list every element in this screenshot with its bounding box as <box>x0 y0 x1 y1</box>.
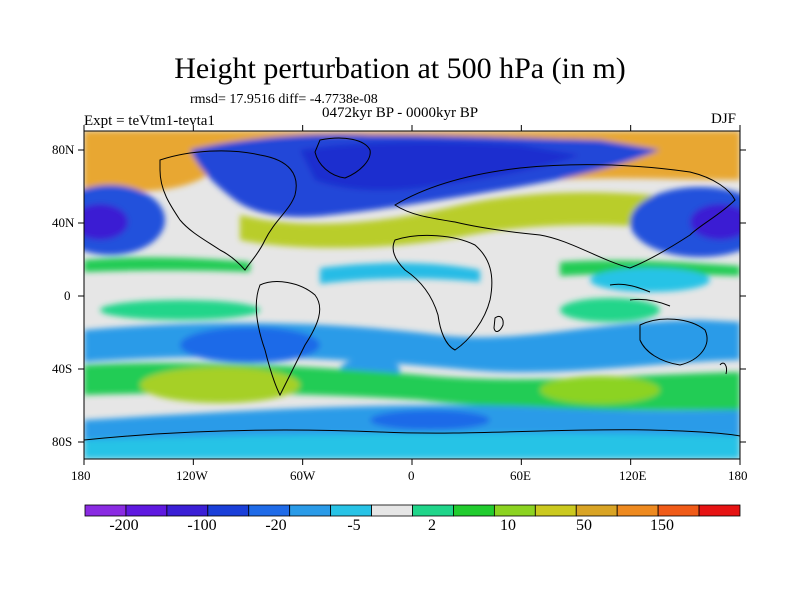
colorbar-swatch <box>125 504 168 517</box>
height-field <box>84 131 740 459</box>
coastlines <box>84 137 740 441</box>
colorbar-swatch <box>534 504 577 517</box>
colorbar-label: -200 <box>109 517 139 534</box>
colorbar <box>84 504 741 517</box>
lon-label-120w: 120W <box>176 468 208 483</box>
colorbar-label: -100 <box>187 517 217 534</box>
colorbar-swatch <box>575 504 618 517</box>
colorbar-label: 50 <box>576 517 592 534</box>
colorbar-swatch <box>412 504 454 517</box>
lat-label-80s: 80S <box>52 434 73 449</box>
lat-label-40s: 40S <box>52 361 73 376</box>
colorbar-label: 150 <box>650 517 674 534</box>
lat-label-0: 0 <box>64 288 71 303</box>
period-label: 0472kyr BP - 0000kyr BP <box>322 105 479 121</box>
lat-label-40n: 40N <box>52 215 75 230</box>
lon-label-180w: 180 <box>71 468 91 483</box>
colorbar-label: -5 <box>347 517 361 534</box>
colorbar-swatch <box>166 504 209 517</box>
colorbar-swatch <box>657 504 700 517</box>
lon-label-180e: 180 <box>728 468 748 483</box>
colorbar-swatch <box>330 504 372 517</box>
colorbar-label: 2 <box>428 517 436 534</box>
colorbar-swatch <box>698 504 741 517</box>
plot-title: Height perturbation at 500 hPa (in m) <box>174 52 626 85</box>
colorbar-swatch <box>84 504 127 517</box>
lon-label-60w: 60W <box>290 468 316 483</box>
experiment-label: Expt = teVtm1-tevta1 <box>84 113 215 129</box>
lon-label-60e: 60E <box>510 468 531 483</box>
colorbar-swatch <box>248 504 291 517</box>
colorbar-label: -20 <box>265 517 287 534</box>
colorbar-swatch <box>289 504 332 517</box>
season-label: DJF <box>711 111 737 127</box>
colorbar-swatch <box>493 504 536 517</box>
colorbar-swatch <box>453 504 495 517</box>
colorbar-swatch <box>207 504 250 517</box>
lat-label-80n: 80N <box>52 142 75 157</box>
colorbar-label: 10 <box>500 517 516 534</box>
colorbar-swatch <box>616 504 659 517</box>
map-ticks <box>78 125 746 465</box>
colorbar-swatch <box>371 504 413 517</box>
lon-label-120e: 120E <box>619 468 647 483</box>
lon-label-0: 0 <box>408 468 415 483</box>
stats-line: rmsd= 17.9516 diff= -4.7738e-08 <box>190 92 378 107</box>
